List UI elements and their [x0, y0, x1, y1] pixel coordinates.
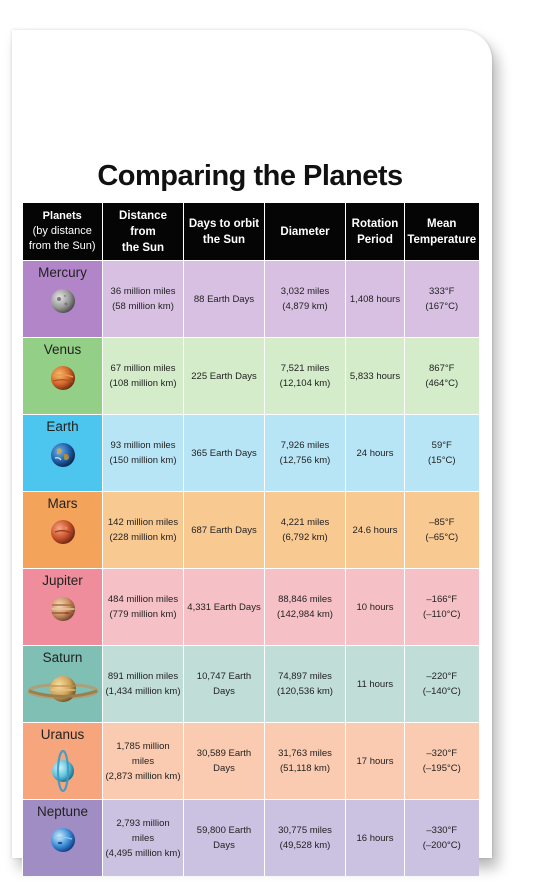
diameter-cell: 7,926 miles (12,756 km)	[264, 414, 346, 492]
table-row: Earth 93 million miles (150 million km) 365…	[22, 414, 479, 492]
temperature-cell: –166°F (–110°C)	[404, 568, 479, 646]
temperature-cell: 333°F (167°C)	[404, 260, 479, 338]
orbit-cell: 88 Earth Days	[183, 260, 265, 338]
mars-icon	[25, 518, 100, 551]
distance-cell: 484 million miles (779 million km)	[102, 568, 184, 646]
planet-name-cell: Jupiter	[22, 568, 103, 646]
temperature-cell: –85°F (–65°C)	[404, 491, 479, 569]
planet-name-cell: Neptune	[22, 799, 103, 876]
header-temperature: Mean Temperature	[404, 203, 479, 261]
page-title: Comparing the Planets	[97, 160, 403, 192]
planet-name-cell: Saturn	[22, 645, 103, 723]
planet-name-cell: Venus	[22, 337, 103, 415]
neptune-icon	[25, 826, 100, 859]
rotation-cell: 5,833 hours	[345, 337, 405, 415]
planet-name: Neptune	[36, 804, 89, 819]
header-orbit: Days to orbit the Sun	[183, 203, 265, 261]
header-diameter: Diameter	[264, 203, 346, 261]
temperature-cell: –320°F (–195°C)	[404, 722, 479, 800]
orbit-cell: 225 Earth Days	[183, 337, 265, 415]
planet-name-cell: Mars	[22, 491, 103, 569]
rotation-cell: 17 hours	[345, 722, 405, 800]
planet-name: Mercury	[38, 265, 87, 280]
planet-name: Venus	[43, 342, 82, 357]
temperature-cell: –220°F (–140°C)	[404, 645, 479, 723]
distance-cell: 36 million miles (58 million km)	[102, 260, 184, 338]
temperature-cell: 59°F (15°C)	[404, 414, 479, 492]
distance-cell: 1,785 million miles (2,873 million km)	[102, 722, 184, 800]
rotation-cell: 24.6 hours	[345, 491, 405, 569]
planet-name: Jupiter	[42, 573, 83, 588]
rotation-cell: 11 hours	[345, 645, 405, 723]
header-row: Planets (by distance from the Sun) Dista…	[22, 203, 479, 261]
diameter-cell: 3,032 miles (4,879 km)	[264, 260, 346, 338]
orbit-cell: 687 Earth Days	[183, 491, 265, 569]
venus-icon	[25, 364, 100, 397]
distance-cell: 67 million miles (108 million km)	[102, 337, 184, 415]
planet-name: Mars	[47, 496, 78, 511]
planet-name: Saturn	[42, 650, 83, 665]
table-row: Mars 142 million miles (228 million km) 687…	[22, 491, 479, 569]
temperature-cell: –330°F (–200°C)	[404, 799, 479, 876]
distance-cell: 93 million miles (150 million km)	[102, 414, 184, 492]
orbit-cell: 59,800 Earth Days	[183, 799, 265, 876]
uranus-icon	[25, 749, 100, 798]
distance-cell: 142 million miles (228 million km)	[102, 491, 184, 569]
planet-name-cell: Earth	[22, 414, 103, 492]
header-rotation: Rotation Period	[345, 203, 405, 261]
rotation-cell: 16 hours	[345, 799, 405, 876]
earth-icon	[25, 441, 100, 474]
diameter-cell: 88,846 miles (142,984 km)	[264, 568, 346, 646]
diameter-cell: 31,763 miles (51,118 km)	[264, 722, 346, 800]
rotation-cell: 24 hours	[345, 414, 405, 492]
planets-table: Planets (by distance from the Sun) Dista…	[22, 203, 479, 876]
planet-name-cell: Mercury	[22, 260, 103, 338]
orbit-cell: 365 Earth Days	[183, 414, 265, 492]
diameter-cell: 7,521 miles (12,104 km)	[264, 337, 346, 415]
distance-cell: 891 million miles (1,434 million km)	[102, 645, 184, 723]
header-distance: Distance from the Sun	[102, 203, 184, 261]
orbit-cell: 4,331 Earth Days	[183, 568, 265, 646]
saturn-icon	[25, 672, 100, 711]
diameter-cell: 30,775 miles (49,528 km)	[264, 799, 346, 876]
table-row: Saturn 891 million miles (1,434 million km…	[22, 645, 479, 723]
orbit-cell: 10,747 Earth Days	[183, 645, 265, 723]
table-row: Jupiter 484 million miles (779 million km)…	[22, 568, 479, 646]
orbit-cell: 30,589 Earth Days	[183, 722, 265, 800]
table-row: Venus 67 million miles (108 million km) 225…	[22, 337, 479, 415]
mercury-icon	[25, 287, 100, 320]
rotation-cell: 1,408 hours	[345, 260, 405, 338]
table-row: Uranus 1,785 million miles (2,873 million …	[22, 722, 479, 800]
jupiter-icon	[25, 595, 100, 628]
planet-name: Uranus	[40, 727, 85, 742]
diameter-cell: 4,221 miles (6,792 km)	[264, 491, 346, 569]
temperature-cell: 867°F (464°C)	[404, 337, 479, 415]
table-row: Neptune 2,793 million miles (4,495 million…	[22, 799, 479, 876]
diameter-cell: 74,897 miles (120,536 km)	[264, 645, 346, 723]
distance-cell: 2,793 million miles (4,495 million km)	[102, 799, 184, 876]
planet-name: Earth	[46, 419, 79, 434]
header-planets: Planets (by distance from the Sun)	[22, 203, 103, 261]
rotation-cell: 10 hours	[345, 568, 405, 646]
table-row: Mercury 36 million miles (58 million km) 88…	[22, 260, 479, 338]
planet-name-cell: Uranus	[22, 722, 103, 800]
